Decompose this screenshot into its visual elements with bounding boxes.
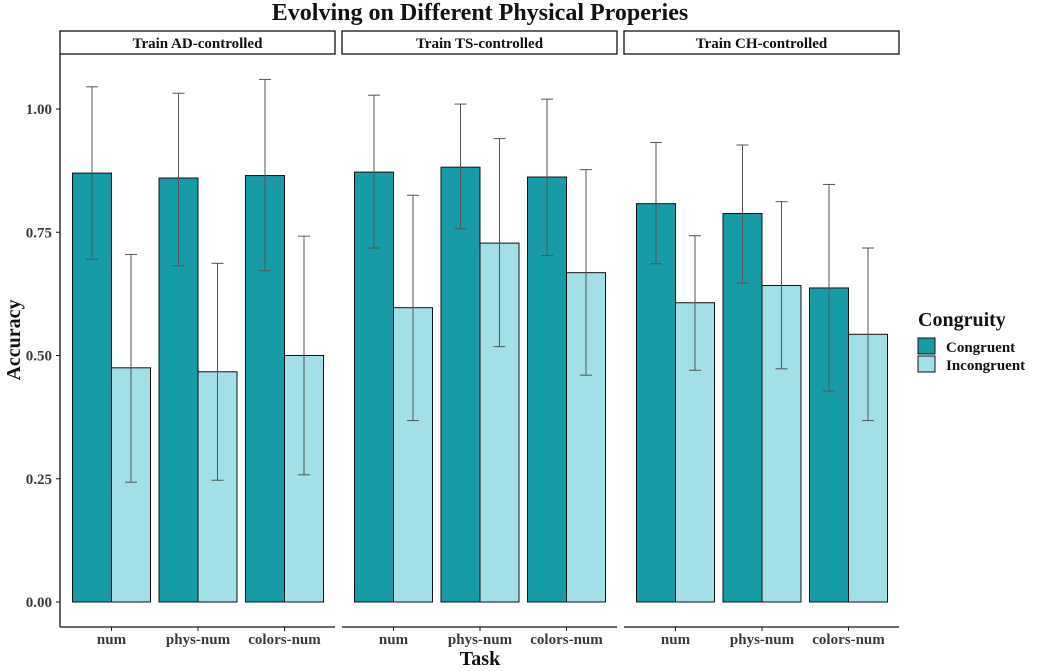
- legend-label: Congruent: [946, 340, 1015, 356]
- x-tick-label: num: [661, 632, 691, 648]
- y-tick-label: 0.00: [26, 595, 52, 611]
- bar: [636, 203, 676, 603]
- y-tick-label: 0.50: [26, 349, 52, 365]
- x-tick-label: colors-num: [248, 632, 321, 648]
- x-tick-label: phys-num: [166, 632, 231, 648]
- facet-label: Train TS-controlled: [416, 36, 544, 52]
- facet-label: Train AD-controlled: [133, 36, 264, 52]
- y-axis: 0.00 0.25 0.50 0.75 1.00: [26, 54, 61, 627]
- legend-swatch: [917, 337, 936, 355]
- legend-swatch: [917, 355, 936, 373]
- y-axis-title: Accuracy: [3, 299, 25, 380]
- legend: Congruity Congruent Incongruent: [917, 309, 1025, 374]
- x-tick-label: colors-num: [812, 632, 885, 648]
- facet-strip: [341, 30, 618, 55]
- facet-strip: [59, 30, 336, 55]
- x-tick-label: num: [97, 632, 127, 648]
- legend-label: Incongruent: [946, 358, 1025, 374]
- chart-title: Evolving on Different Physical Properies: [272, 0, 688, 26]
- facet-panel: Train AD-controlled num phys-num colors-num: [59, 30, 336, 648]
- x-tick-label: colors-num: [530, 632, 603, 648]
- facet-label: Train CH-controlled: [696, 36, 828, 52]
- y-tick-label: 0.25: [26, 472, 52, 488]
- x-tick-label: num: [379, 632, 409, 648]
- x-tick-label: phys-num: [448, 632, 513, 648]
- legend-title: Congruity: [918, 309, 1006, 331]
- x-axis-title: Task: [460, 648, 501, 670]
- facet-panel: Train TS-controlled num phys-num colors-num: [341, 30, 618, 648]
- x-tick-label: phys-num: [730, 632, 795, 648]
- facet-panel: Train CH-controlled num phys-num colors-num: [623, 30, 900, 648]
- bar: [440, 166, 481, 603]
- y-tick-label: 1.00: [26, 102, 52, 118]
- facets: Train AD-controlled num phys-num colors-num…: [59, 30, 900, 648]
- y-tick-label: 0.75: [26, 225, 52, 241]
- facet-strip: [623, 30, 900, 55]
